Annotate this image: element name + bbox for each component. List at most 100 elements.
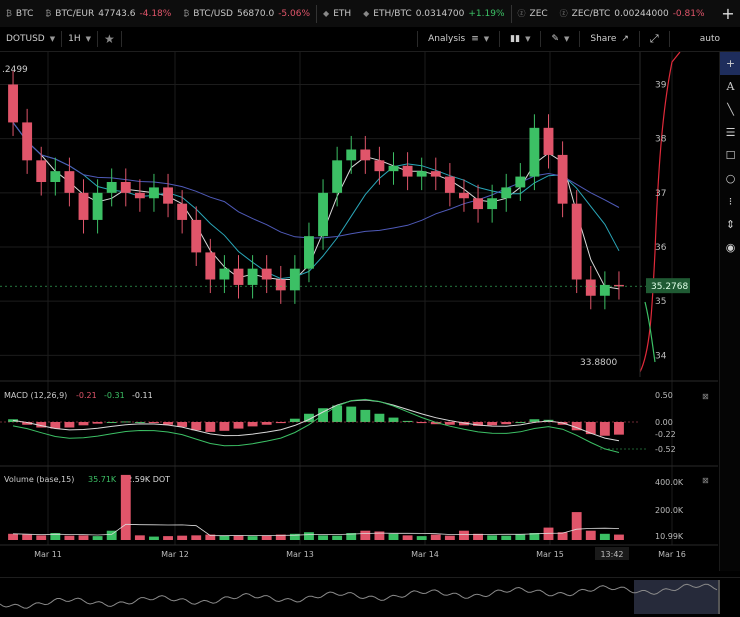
chart-area[interactable]: 39 38 37 36 35 34 35.2768 33.8800 .2499 MACD (12… (0, 51, 718, 571)
candle-body (557, 154, 568, 204)
drawing-tools-button[interactable]: ✎ ▼ (541, 27, 579, 51)
fib-tool[interactable]: ☰ (725, 126, 736, 139)
candles (8, 70, 624, 310)
macd-histogram-bar (177, 422, 188, 427)
navigator[interactable] (0, 577, 740, 614)
ticker-divider (316, 4, 318, 23)
volume-bar (78, 535, 89, 540)
volume-bar (346, 533, 357, 540)
candle-body (233, 268, 244, 285)
favorite-star-button[interactable]: ★ (104, 32, 115, 46)
macd-histogram-bar (106, 422, 117, 423)
interval-select[interactable]: 1H ▼ (68, 34, 92, 44)
navigator-handle[interactable] (718, 580, 720, 614)
price-tick-label: 36 (655, 243, 667, 253)
add-ticker-button[interactable]: + (721, 4, 735, 23)
price-tick-label: 35 (655, 297, 666, 307)
time-tick-label: Mar 14 (411, 550, 439, 559)
volume-bar (543, 527, 554, 540)
macd-histogram-bar (233, 422, 244, 429)
toolbar-divider (668, 31, 670, 47)
candle-body (247, 268, 258, 285)
candle-body (8, 84, 18, 123)
candle-body (191, 219, 202, 253)
share-button[interactable]: Share ↗ (590, 34, 629, 44)
volume-bar (177, 535, 188, 540)
macd-histogram-bar (247, 422, 258, 427)
volume-pane[interactable]: Volume (base,15) 35.71K 32.59K DOT ⊠ 400.0K 2… (4, 474, 709, 541)
high-price-label: .2499 (2, 65, 28, 75)
candle-body (388, 165, 399, 172)
macd-signal-line (12, 399, 620, 442)
volume-value-2: 32.59K DOT (122, 475, 170, 484)
shape-tool[interactable]: ☐ (725, 149, 736, 162)
volume-bar (50, 533, 61, 540)
macd-histogram-bar (473, 422, 483, 426)
ticker-btc-usd[interactable]: ₿ BTC/USD 56870.0 -5.06% (183, 8, 311, 19)
volume-bar (219, 535, 230, 540)
crosshair-tool[interactable]: + (720, 52, 740, 75)
scale-mode-button[interactable]: auto (699, 34, 720, 44)
macd-axis-label: 0.00 (655, 418, 673, 427)
chart-type-button[interactable]: ▮▮ ▼ (500, 27, 540, 51)
candle-body (78, 192, 89, 220)
fullscreen-button[interactable]: ⤢ (640, 27, 669, 51)
circle-tool[interactable]: ○ (725, 172, 736, 185)
macd-histogram-bar (599, 422, 610, 436)
text-tool[interactable]: A (726, 80, 735, 93)
macd-histogram-bar (289, 418, 300, 422)
macd-label: MACD (12,26,9) (4, 391, 67, 400)
macd-axis-label: 0.50 (655, 391, 673, 400)
candle-body (22, 122, 33, 161)
toolbar-divider (417, 31, 419, 47)
macd-histogram-bar (360, 409, 371, 422)
grid-lines (0, 52, 673, 545)
macd-pane[interactable]: MACD (12,26,9) -0.21 -0.31 -0.11 ⊠ 0.50 0.00 -0… (0, 391, 709, 454)
price-axis[interactable]: 39 38 37 36 35 34 35.2768 33.8800 .2499 (0, 52, 690, 377)
candle-body (92, 192, 103, 220)
candle-body (261, 268, 272, 280)
time-tick-label: Mar 15 (536, 550, 564, 559)
candle-body (444, 176, 455, 193)
chart-toolbar: DOTUSD ▼ 1H ▼ ★ Analysis ≡ ▼ ▮▮ ▼ ✎ ▼ Share ↗ ⤢… (0, 27, 740, 52)
candle-body (134, 192, 145, 199)
time-tick-label: 13:42 (600, 550, 623, 559)
volume-bar (163, 536, 173, 540)
eth-icon: ◆ (323, 9, 330, 18)
zec-icon: ⓩ (559, 9, 568, 18)
pattern-tool[interactable]: ⁝ (728, 195, 733, 208)
ticker-eth-btc[interactable]: ◆ ETH/BTC 0.0314700 +1.19% (363, 8, 505, 19)
volume-bar (614, 534, 624, 540)
price-chart[interactable]: 39 38 37 36 35 34 35.2768 33.8800 .2499 MACD (12… (0, 51, 718, 571)
macd-histogram-bar (304, 413, 314, 422)
candles-icon: ▮▮ (510, 34, 521, 44)
macd-histogram-bar (22, 422, 33, 425)
line-tool[interactable]: ╲ (727, 103, 734, 116)
time-axis[interactable]: Mar 11 Mar 12 Mar 13 Mar 14 Mar 15 13:42 Mar 1… (34, 547, 686, 560)
ticker-zec[interactable]: ⓩ ZEC (517, 8, 548, 19)
symbol-select[interactable]: DOTUSD ▼ (6, 34, 56, 44)
volume-ma-line (12, 523, 620, 537)
time-cursor-tag (595, 547, 629, 560)
volume-label: Volume (base,15) (4, 475, 74, 484)
navigator-window[interactable] (634, 580, 718, 614)
candle-body (205, 252, 216, 280)
candle-body (346, 149, 357, 161)
volume-bar (304, 532, 314, 540)
volume-bar (22, 534, 33, 540)
volume-bar (149, 536, 159, 540)
navigator-chart[interactable] (0, 578, 740, 614)
candle-body (289, 268, 300, 291)
ticker-eth[interactable]: ◆ ETH (323, 8, 352, 19)
ticker-btc-eur[interactable]: ₿ BTC/EUR 47743.6 -4.18% (45, 8, 172, 19)
visibility-eye-icon[interactable]: ◉ (725, 241, 736, 254)
ticker-btc[interactable]: ₿ BTC (6, 8, 34, 19)
ma-slow-line (12, 122, 620, 239)
ticker-zec-btc[interactable]: ⓩ ZEC/BTC 0.00244000 -0.81% (559, 8, 705, 19)
volume-bar (571, 512, 582, 540)
macd-line (12, 398, 620, 453)
chevron-down-icon: ▼ (483, 35, 490, 43)
analysis-button[interactable]: Analysis ≡ ▼ (428, 34, 490, 44)
volume-axis-label: 10.99K (655, 532, 684, 541)
measure-tool[interactable]: ⇕ (725, 218, 736, 231)
